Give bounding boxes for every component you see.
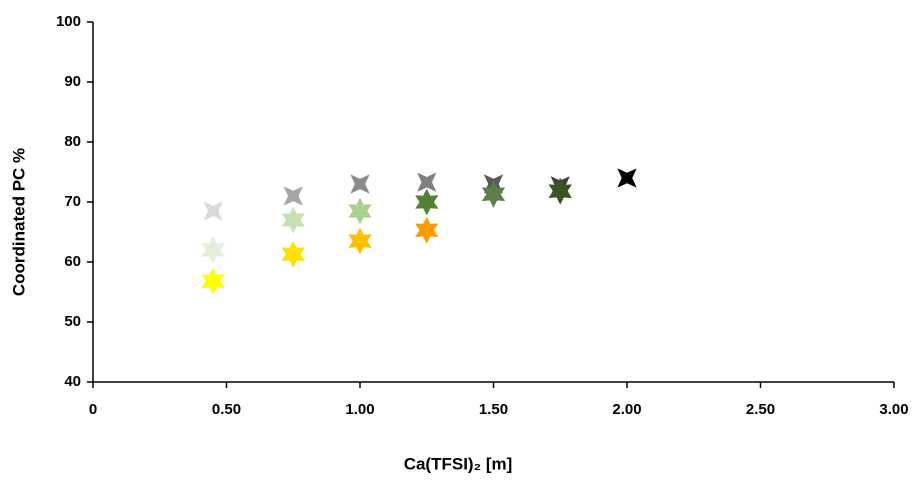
y-tick-label: 60 bbox=[64, 253, 81, 270]
point bbox=[201, 236, 225, 264]
point bbox=[348, 227, 372, 255]
x-tick-label: 0.50 bbox=[212, 401, 241, 418]
x-tick-label: 2.50 bbox=[746, 401, 775, 418]
point bbox=[415, 216, 439, 244]
y-tick-label: 50 bbox=[64, 313, 81, 330]
x-axis-label: Ca(TFSI)₂ [m] bbox=[404, 454, 513, 473]
x-tick-label: 0 bbox=[89, 401, 97, 418]
point bbox=[417, 172, 437, 192]
y-tick-label: 100 bbox=[56, 13, 81, 30]
point bbox=[481, 180, 506, 208]
x-tick-label: 1.50 bbox=[479, 401, 508, 418]
x-tick-label: 3.00 bbox=[879, 401, 908, 418]
y-tick-label: 80 bbox=[64, 133, 81, 150]
point bbox=[548, 177, 572, 205]
point bbox=[201, 267, 225, 295]
point bbox=[415, 188, 439, 216]
x-tick-label: 2.00 bbox=[612, 401, 641, 418]
point bbox=[281, 240, 305, 268]
y-tick-label: 40 bbox=[64, 373, 81, 390]
point bbox=[283, 186, 303, 206]
point bbox=[350, 174, 370, 194]
point bbox=[281, 206, 305, 234]
point bbox=[617, 168, 637, 188]
x-tick-label: 1.00 bbox=[345, 401, 374, 418]
y-tick-label: 90 bbox=[64, 73, 81, 90]
y-tick-label: 70 bbox=[64, 193, 81, 210]
point bbox=[203, 201, 223, 221]
point bbox=[348, 197, 372, 225]
y-axis-label: Coordinated PC % bbox=[9, 148, 28, 296]
